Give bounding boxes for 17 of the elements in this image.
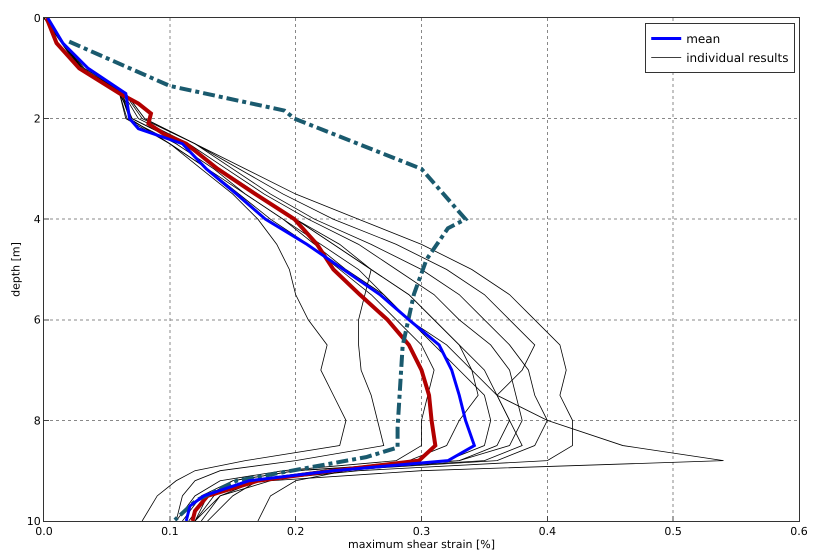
x-tick-label: 0.0 (35, 525, 53, 538)
x-tick-label: 0.5 (664, 525, 682, 538)
y-tick-label: 6 (34, 314, 41, 327)
x-tick-label: 0.6 (790, 525, 808, 538)
x-tick-label: 0.3 (412, 525, 430, 538)
y-tick-label: 8 (34, 414, 41, 428)
y-axis-title: depth [m] (9, 242, 22, 297)
x-tick-label: 0.1 (161, 525, 179, 538)
y-tick-label: 0 (34, 12, 41, 25)
y-tick-label: 4 (34, 213, 41, 226)
y-tick-label: 10 (26, 514, 41, 528)
x-tick-label: 0.4 (538, 525, 556, 538)
x-axis-title: maximum shear strain [%] (348, 538, 496, 552)
y-tick-label: 2 (34, 112, 41, 126)
x-tick-label: 0.2 (286, 525, 304, 538)
legend-label: individual results (686, 51, 788, 66)
legend-label: mean (686, 32, 720, 46)
